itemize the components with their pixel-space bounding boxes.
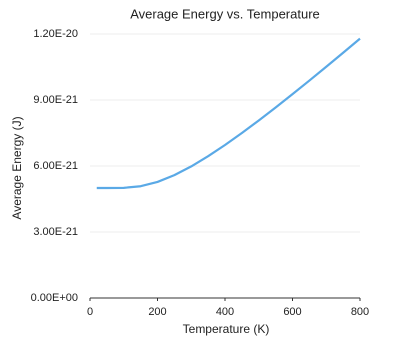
x-tick-label: 200 (148, 306, 166, 318)
line-series (96, 37, 361, 190)
x-axis-title: Temperature (K) (183, 322, 270, 336)
y-tick-label: 6.00E-21 (33, 160, 78, 172)
chart-title: Average Energy vs. Temperature (130, 6, 320, 21)
x-tick-label: 800 (351, 306, 369, 318)
y-tick-label: 0.00E+00 (31, 292, 78, 304)
x-tick-label: 600 (283, 306, 301, 318)
y-tick-label: 9.00E-21 (33, 94, 78, 106)
y-tick-label: 1.20E-20 (33, 28, 78, 40)
x-tick-label: 400 (216, 306, 234, 318)
x-tick-label: 0 (87, 306, 93, 318)
y-tick-label: 3.00E-21 (33, 226, 78, 238)
y-axis-title: Average Energy (J) (10, 116, 24, 219)
